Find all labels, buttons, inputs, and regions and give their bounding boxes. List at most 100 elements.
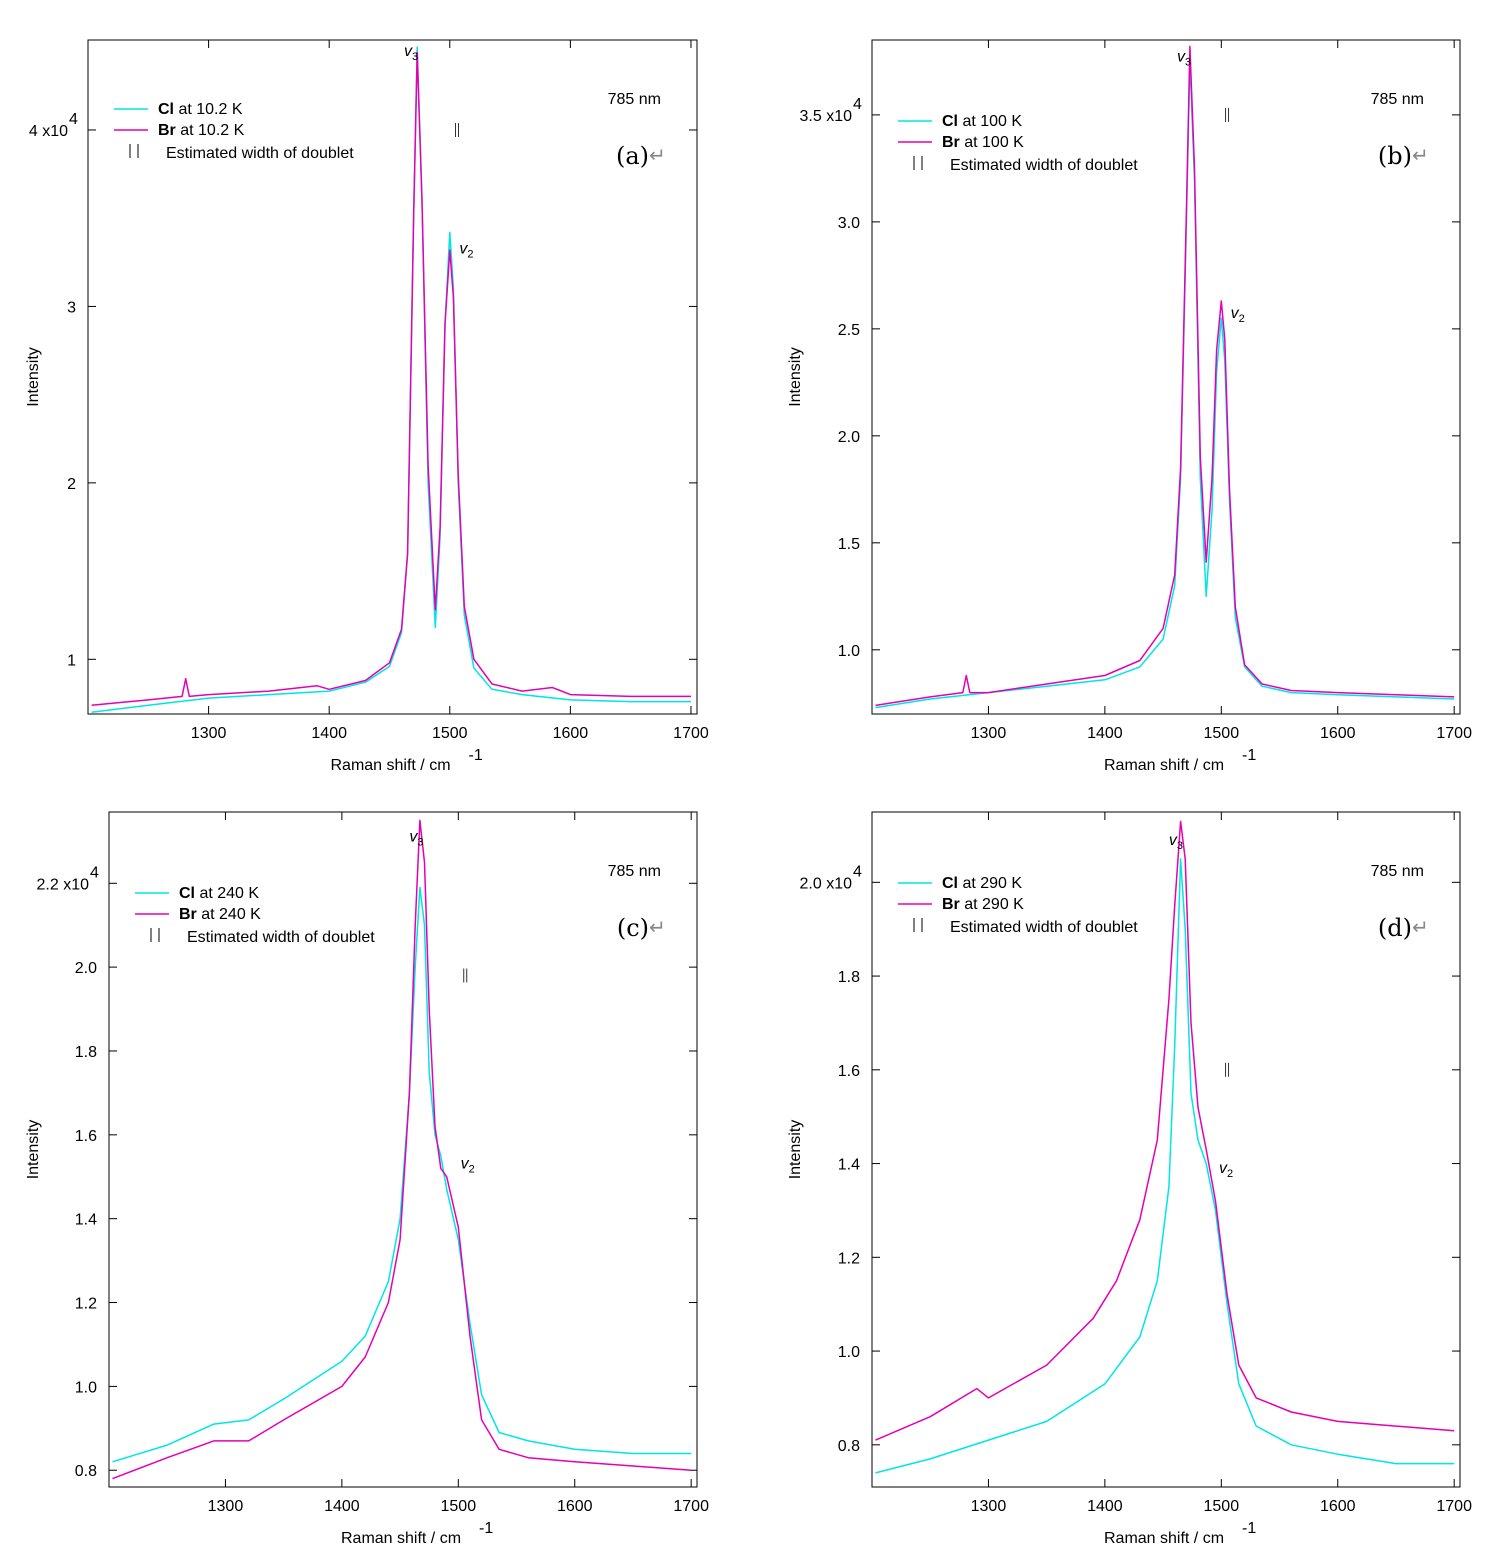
return-arrow-glyph: ↵ <box>649 915 666 939</box>
x-tick-label: 1600 <box>557 1498 593 1515</box>
peak-symbol: v <box>459 240 468 257</box>
peak-subscript: 3 <box>417 836 423 848</box>
y-tick-label: 1.0 <box>75 1379 97 1396</box>
series-line-br <box>112 819 692 1480</box>
return-arrow-glyph: ↵ <box>1412 143 1429 167</box>
legend-series-desc: at 100 K <box>960 134 1024 151</box>
panel-label: (b) <box>1378 142 1412 170</box>
y-tick-label: 2.0 <box>838 429 860 446</box>
y-tick-label: 1.4 <box>838 1157 860 1174</box>
x-tick-label: 1500 <box>1204 725 1240 742</box>
legend-series-desc: at 240 K <box>197 906 261 923</box>
legend-series-name: Cl <box>158 101 174 118</box>
peak-label: v3 <box>1177 48 1191 68</box>
y-tick-label: 1.6 <box>838 1063 860 1080</box>
peak-label: v3 <box>409 828 423 848</box>
x-tick-label: 1300 <box>191 725 227 742</box>
legend-entry: Br at 240 K <box>179 906 261 923</box>
legend-series-desc: at 290 K <box>958 875 1022 892</box>
y-tick-label: 4 x10 <box>29 123 68 140</box>
x-tick-label: 1400 <box>1087 725 1123 742</box>
legend-series-name: Br <box>158 122 176 139</box>
legend-series-desc: at 290 K <box>960 896 1024 913</box>
legend-entry: Cl at 10.2 K <box>158 101 243 118</box>
y-tick-label: 0.8 <box>838 1438 860 1455</box>
y-axis-title: Intensity <box>787 347 804 407</box>
x-axis-title: Raman shift / cm <box>330 757 450 774</box>
y-tick-label: 2.0 <box>75 960 97 977</box>
width-note: Estimated width of doublet <box>950 157 1138 174</box>
x-tick-label: 1700 <box>1436 725 1472 742</box>
x-tick-label: 1700 <box>1436 1498 1472 1515</box>
peak-subscript: 2 <box>467 248 473 260</box>
peak-label: v3 <box>404 43 418 63</box>
return-arrow-glyph: ↵ <box>1412 915 1429 939</box>
legend-series-name: Br <box>179 906 197 923</box>
y-tick-label: 2.0 x10 <box>800 875 853 892</box>
peak-label: v2 <box>459 240 473 260</box>
x-axis-title: Raman shift / cm <box>341 1530 461 1547</box>
x-tick-label: 1600 <box>553 725 589 742</box>
legend-series-desc: at 240 K <box>195 885 259 902</box>
x-tick-label: 1700 <box>673 725 709 742</box>
peak-subscript: 2 <box>469 1163 475 1175</box>
chart-panel: 1300 1400 1500 1600 1700 0.8 1.0 1.2 1.4 1.6 1.8 2.… <box>25 811 709 1547</box>
peak-label: v2 <box>1219 1160 1233 1180</box>
y-exponent-superscript: 4 <box>853 96 862 113</box>
y-tick-label: 1.8 <box>838 969 860 986</box>
y-tick-label: 1.5 <box>838 536 860 553</box>
x-tick-label: 1600 <box>1320 725 1356 742</box>
x-tick-label: 1700 <box>673 1498 709 1515</box>
width-note: Estimated width of doublet <box>187 929 375 946</box>
x-tick-label: 1500 <box>441 1498 477 1515</box>
y-axis-title: Intensity <box>25 1120 42 1180</box>
x-tick-label: 1500 <box>432 725 468 742</box>
series-line-cl <box>875 858 1455 1474</box>
peak-subscript: 2 <box>1227 1168 1233 1180</box>
peak-symbol: v <box>1219 1160 1228 1177</box>
peak-label: v2 <box>1231 305 1245 325</box>
y-tick-label: 1 <box>67 652 76 669</box>
x-axis-title-superscript: -1 <box>1242 1520 1256 1537</box>
width-note: Estimated width of doublet <box>166 145 354 162</box>
y-tick-label: 0.8 <box>75 1463 97 1480</box>
return-arrow-glyph: ↵ <box>649 143 666 167</box>
x-tick-label: 1400 <box>324 1498 360 1515</box>
peak-symbol: v <box>1169 832 1178 849</box>
x-tick-label: 1500 <box>1204 1498 1240 1515</box>
chart-panel: 1300 1400 1500 1600 1700 0.8 1.0 1.2 1.4 1.6 1.8 2.… <box>787 811 1472 1547</box>
y-tick-label: 1.2 <box>75 1296 97 1313</box>
legend-series-name: Br <box>942 896 960 913</box>
legend-entry: Br at 10.2 K <box>158 122 245 139</box>
legend-series-desc: at 10.2 K <box>174 101 243 118</box>
y-tick-label: 1.2 <box>838 1250 860 1267</box>
legend-series-name: Br <box>942 134 960 151</box>
y-exponent-superscript: 4 <box>90 864 99 881</box>
plot-frame <box>871 811 1461 1488</box>
legend-series-desc: at 10.2 K <box>176 122 245 139</box>
laser-wavelength: 785 nm <box>1371 863 1424 880</box>
x-tick-label: 1400 <box>1087 1498 1123 1515</box>
laser-wavelength: 785 nm <box>608 91 661 108</box>
y-tick-label: 2 <box>67 476 76 493</box>
x-axis-title-superscript: -1 <box>1242 747 1256 764</box>
y-tick-label: 3.5 x10 <box>800 108 853 125</box>
y-tick-label: 1.6 <box>75 1128 97 1145</box>
series-line-br <box>875 45 1455 707</box>
series-line-cl <box>91 46 691 713</box>
peak-subscript: 3 <box>1177 840 1183 852</box>
legend-series-name: Cl <box>942 113 958 130</box>
x-tick-label: 1300 <box>208 1498 244 1515</box>
panel-label: (d) <box>1378 914 1412 942</box>
x-axis-title-superscript: -1 <box>469 747 483 764</box>
x-axis-title-superscript: -1 <box>479 1520 493 1537</box>
peak-symbol: v <box>1177 48 1186 65</box>
series-line-cl <box>112 886 692 1463</box>
panel-label: (c) <box>617 914 649 942</box>
y-tick-label: 1.4 <box>75 1212 97 1229</box>
x-tick-label: 1400 <box>311 725 347 742</box>
peak-symbol: v <box>409 828 418 845</box>
peak-subscript: 3 <box>1185 56 1191 68</box>
peak-symbol: v <box>404 43 413 60</box>
